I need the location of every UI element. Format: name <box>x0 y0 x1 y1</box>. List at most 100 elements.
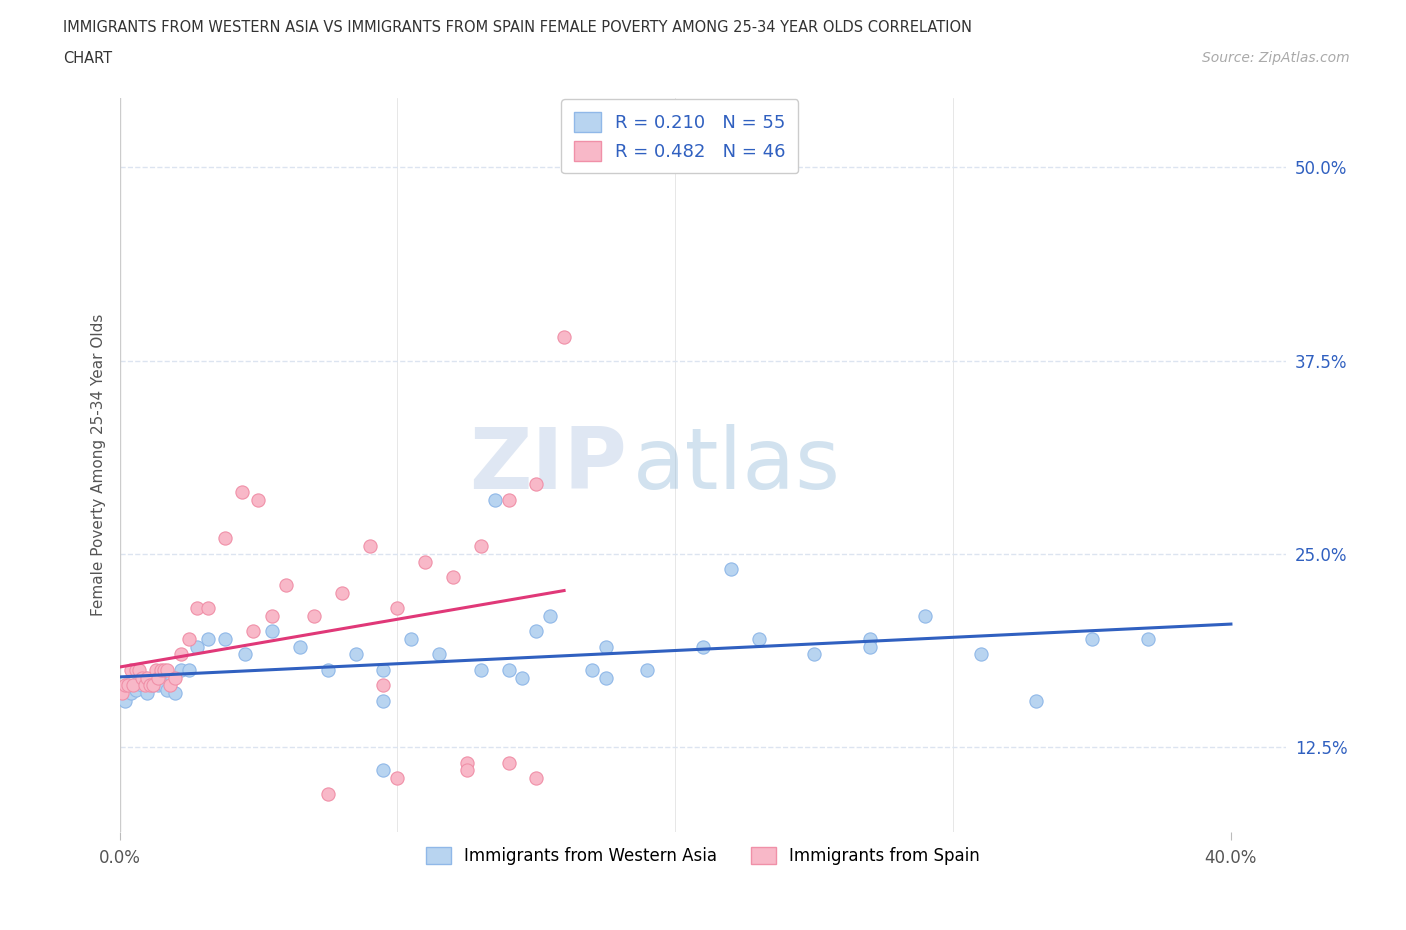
Point <box>748 631 770 646</box>
Point <box>859 639 882 654</box>
Point <box>1081 631 1104 646</box>
Point <box>692 639 714 654</box>
Point <box>131 671 153 685</box>
Point <box>373 694 395 709</box>
Point <box>156 683 179 698</box>
Text: IMMIGRANTS FROM WESTERN ASIA VS IMMIGRANTS FROM SPAIN FEMALE POVERTY AMONG 25-34: IMMIGRANTS FROM WESTERN ASIA VS IMMIGRAN… <box>63 20 973 35</box>
Point <box>214 531 236 546</box>
Point <box>595 639 617 654</box>
Text: CHART: CHART <box>63 51 112 66</box>
Point <box>427 647 450 662</box>
Point <box>142 678 165 693</box>
Point <box>159 673 181 688</box>
Point <box>128 673 150 688</box>
Point <box>159 678 181 693</box>
Point <box>117 678 139 693</box>
Point <box>413 554 436 569</box>
Point <box>316 786 339 801</box>
Point <box>162 671 184 685</box>
Point <box>197 631 219 646</box>
Point <box>387 601 409 616</box>
Point <box>177 662 200 677</box>
Point <box>150 662 173 677</box>
Point <box>131 678 153 693</box>
Point <box>456 763 478 777</box>
Point <box>153 678 176 693</box>
Point <box>456 755 478 770</box>
Point <box>581 662 603 677</box>
Point <box>387 771 409 786</box>
Point <box>134 671 156 685</box>
Point <box>139 673 162 688</box>
Point <box>197 601 219 616</box>
Point <box>139 678 162 693</box>
Point <box>111 685 134 700</box>
Point <box>142 678 165 693</box>
Point <box>484 492 506 507</box>
Point <box>122 678 145 693</box>
Point <box>524 477 547 492</box>
Point <box>498 662 520 677</box>
Point <box>524 771 547 786</box>
Point <box>524 624 547 639</box>
Point <box>970 647 993 662</box>
Point <box>859 631 882 646</box>
Point <box>470 538 492 553</box>
Point <box>1136 631 1159 646</box>
Point <box>1025 694 1047 709</box>
Point <box>288 639 311 654</box>
Point <box>720 562 742 577</box>
Point <box>330 585 353 600</box>
Point <box>498 755 520 770</box>
Point <box>186 601 208 616</box>
Point <box>595 671 617 685</box>
Point <box>148 678 170 693</box>
Point <box>120 685 142 700</box>
Point <box>134 678 156 693</box>
Point <box>914 608 936 623</box>
Point <box>125 683 148 698</box>
Point <box>148 671 170 685</box>
Point <box>177 631 200 646</box>
Point <box>125 662 148 677</box>
Point <box>316 662 339 677</box>
Point <box>233 647 256 662</box>
Point <box>373 763 395 777</box>
Point <box>153 662 176 677</box>
Point <box>538 608 561 623</box>
Point <box>470 662 492 677</box>
Point <box>242 624 264 639</box>
Point <box>136 671 159 685</box>
Point <box>128 662 150 677</box>
Point <box>156 662 179 677</box>
Point <box>122 678 145 693</box>
Point <box>553 330 575 345</box>
Text: Source: ZipAtlas.com: Source: ZipAtlas.com <box>1202 51 1350 65</box>
Point <box>636 662 658 677</box>
Point <box>145 671 167 685</box>
Point <box>498 492 520 507</box>
Point <box>186 639 208 654</box>
Point <box>165 671 187 685</box>
Point <box>165 685 187 700</box>
Point <box>145 662 167 677</box>
Point <box>247 492 270 507</box>
Text: ZIP: ZIP <box>470 423 627 507</box>
Point <box>231 485 253 499</box>
Point <box>373 662 395 677</box>
Point <box>117 678 139 693</box>
Y-axis label: Female Poverty Among 25-34 Year Olds: Female Poverty Among 25-34 Year Olds <box>90 313 105 617</box>
Point <box>512 671 534 685</box>
Point <box>262 624 284 639</box>
Point <box>150 673 173 688</box>
Point <box>344 647 367 662</box>
Point <box>214 631 236 646</box>
Point <box>120 662 142 677</box>
Point <box>169 662 191 677</box>
Legend: Immigrants from Western Asia, Immigrants from Spain: Immigrants from Western Asia, Immigrants… <box>419 841 987 871</box>
Point <box>373 678 395 693</box>
Point <box>803 647 825 662</box>
Point <box>114 678 136 693</box>
Point <box>359 538 381 553</box>
Point <box>441 570 464 585</box>
